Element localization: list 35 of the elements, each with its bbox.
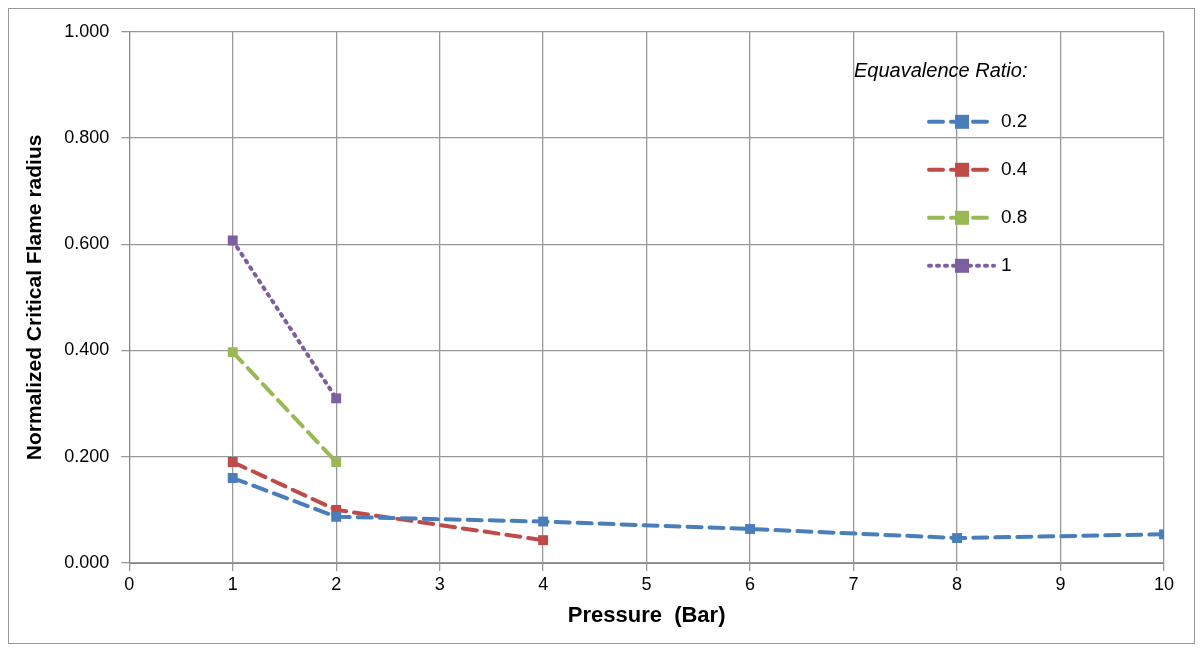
y-tick-label: 0.200 [64, 445, 110, 466]
point [227, 235, 238, 246]
point [331, 511, 342, 522]
x-tick-label: 6 [745, 573, 756, 594]
legend-label: 0.2 [1001, 110, 1028, 132]
x-tick-label: 2 [331, 573, 342, 594]
x-tick-label: 5 [641, 573, 652, 594]
x-tick-label: 1 [227, 573, 238, 594]
point [745, 524, 756, 534]
y-tick-label: 0.600 [64, 233, 110, 254]
y-tick-label: 1.000 [64, 20, 110, 41]
x-tick-label: 0 [124, 573, 135, 594]
y-tick-label: 0.400 [64, 339, 110, 360]
x-tick-label: 7 [848, 573, 859, 594]
legend-label: 0.8 [1001, 206, 1028, 228]
legend-label: 0.4 [1001, 158, 1028, 180]
point [952, 533, 962, 543]
legend-title: Equavalence Ratio: [854, 59, 1028, 82]
legend-label: 1 [1001, 254, 1012, 276]
x-tick-label: 3 [434, 573, 445, 594]
x-tick-label: 4 [538, 573, 549, 594]
y-tick-label: 0.000 [64, 551, 110, 572]
point [331, 393, 342, 404]
point [227, 347, 238, 358]
x-tick-label: 8 [952, 573, 963, 594]
point [227, 457, 238, 468]
point [538, 535, 549, 546]
x-axis-title: Pressure (Bar) [567, 601, 726, 627]
point [331, 457, 342, 468]
point [227, 473, 238, 483]
point [538, 516, 549, 527]
x-tick-label: 9 [1055, 573, 1066, 594]
x-tick-label: 10 [1153, 573, 1175, 594]
y-axis-title: Normalized Critical Flame radius [22, 134, 46, 461]
y-tick-label: 0.800 [64, 127, 110, 148]
